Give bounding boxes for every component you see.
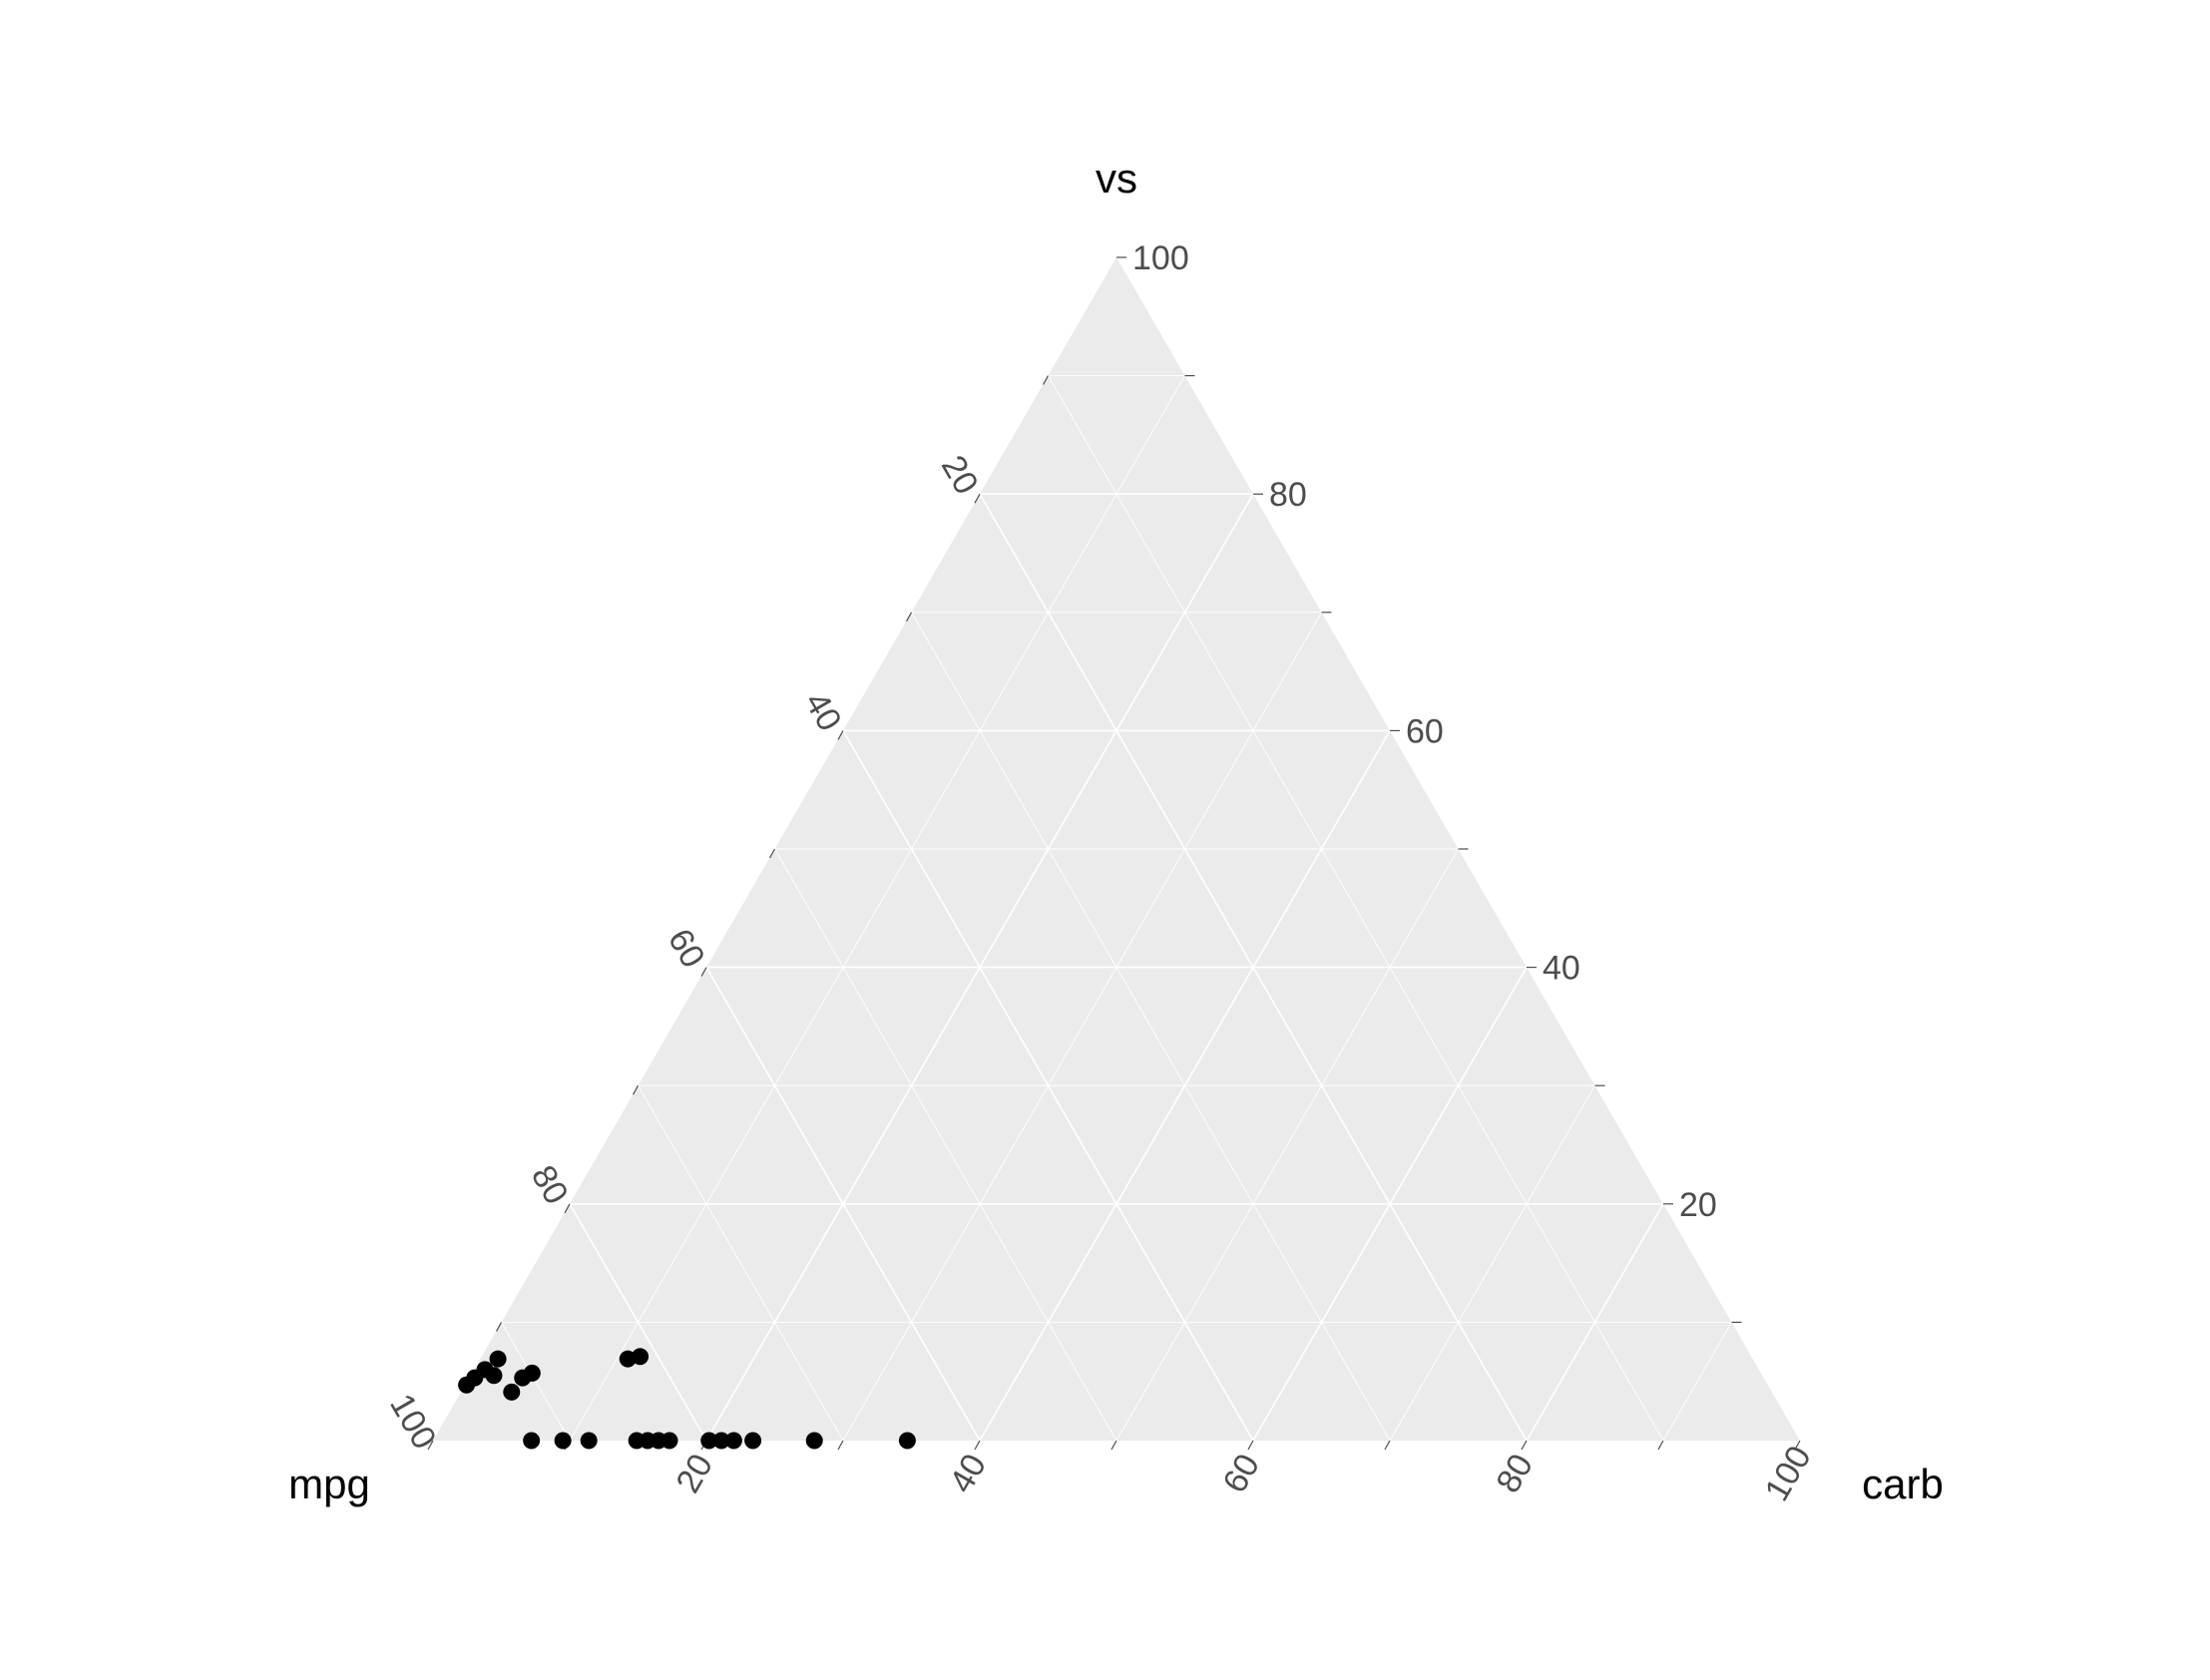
data-point [489, 1350, 507, 1368]
data-point [700, 1432, 718, 1450]
grid-line-carb-90 [1662, 1322, 1732, 1442]
tick-mpg-20 [974, 493, 981, 504]
tick-label-mpg-40: 40 [797, 686, 849, 738]
data-point [712, 1432, 730, 1450]
tick-label-carb-60: 60 [1215, 1448, 1267, 1499]
tick-mpg-90 [495, 1322, 503, 1332]
tick-carb-40 [974, 1440, 981, 1451]
tick-carb-60 [1247, 1440, 1254, 1451]
data-point [805, 1432, 823, 1450]
major-grid [569, 493, 1664, 1442]
minor-grid [501, 375, 1732, 1442]
tick-label-vs-20: 20 [1679, 1186, 1717, 1224]
data-point [485, 1367, 503, 1385]
grid-line-carb-40 [979, 729, 1391, 1442]
data-point [724, 1432, 742, 1450]
tick-carb-90 [1657, 1440, 1664, 1451]
tick-label-vs-60: 60 [1406, 712, 1444, 750]
tick-mpg-50 [768, 848, 776, 859]
tick-label-vs-80: 80 [1269, 476, 1307, 514]
data-point [580, 1432, 598, 1450]
tick-carb-100 [1794, 1440, 1801, 1451]
data-point [503, 1383, 521, 1401]
grid-line-mpg-60 [705, 967, 981, 1442]
tick-label-mpg-20: 20 [934, 449, 986, 501]
tick-mpg-30 [905, 612, 913, 623]
tick-label-carb-20: 20 [668, 1448, 720, 1499]
data-points [458, 1348, 916, 1450]
data-point [523, 1432, 541, 1450]
data-point [744, 1432, 762, 1450]
tick-label-mpg-100: 100 [382, 1388, 443, 1456]
grid-line-carb-80 [1526, 1203, 1664, 1442]
tick-label-mpg-80: 80 [524, 1159, 576, 1211]
data-point [661, 1432, 678, 1450]
tick-mpg-100 [427, 1440, 434, 1451]
grid-line-carb-50 [1115, 848, 1459, 1442]
tick-carb-50 [1110, 1440, 1117, 1451]
axis-title-carb: carb [1862, 1461, 1944, 1507]
tick-label-carb-80: 80 [1489, 1448, 1541, 1499]
tick-label-mpg-60: 60 [661, 923, 712, 975]
data-point [898, 1432, 916, 1450]
grid-line-mpg-80 [569, 1203, 707, 1442]
data-point [554, 1432, 572, 1450]
grid-line-carb-10 [569, 375, 1185, 1442]
tick-mpg-60 [700, 967, 707, 977]
grid-line-mpg-90 [501, 1322, 571, 1442]
grid-line-mpg-40 [842, 729, 1254, 1442]
grid-line-mpg-70 [638, 1084, 844, 1442]
axis-title-vs: vs [1096, 155, 1137, 202]
tick-mpg-80 [564, 1203, 571, 1214]
data-point [523, 1364, 541, 1382]
grid-line-mpg-30 [911, 612, 1391, 1442]
grid-line-carb-60 [1252, 967, 1528, 1442]
tick-label-vs-100: 100 [1132, 239, 1189, 277]
grid-line-carb-30 [842, 612, 1322, 1442]
tick-carb-70 [1384, 1440, 1391, 1451]
tick-label-vs-40: 40 [1543, 950, 1580, 988]
tick-mpg-70 [632, 1084, 640, 1095]
grid-line-mpg-50 [774, 848, 1117, 1442]
tick-mpg-40 [837, 730, 844, 740]
tick-label-carb-40: 40 [942, 1448, 994, 1499]
grid-line-carb-70 [1389, 1084, 1595, 1442]
axis-title-mpg: mpg [288, 1461, 370, 1507]
grid-line-mpg-10 [1048, 375, 1664, 1442]
tick-carb-80 [1521, 1440, 1528, 1451]
tick-label-carb-100: 100 [1758, 1440, 1819, 1507]
tick-mpg-10 [1042, 375, 1050, 385]
tick-carb-30 [837, 1440, 844, 1451]
data-point [632, 1348, 650, 1366]
